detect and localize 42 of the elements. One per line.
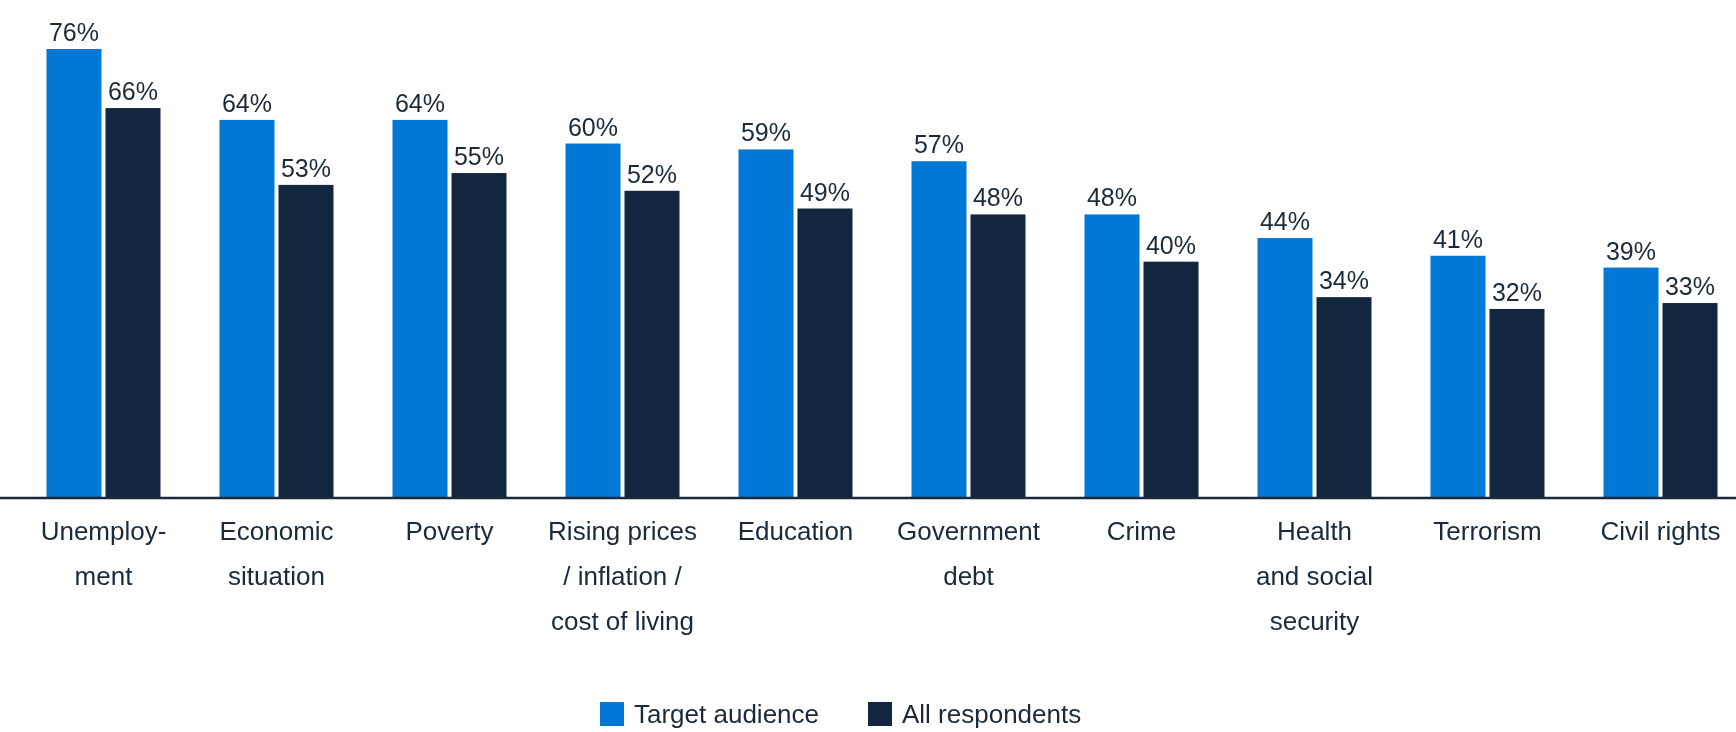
bar [565,143,621,498]
x-tick-label: Unemploy- ment [40,516,167,591]
data-label: 64% [394,88,446,117]
data-label: 48% [972,183,1024,212]
x-tick-label: Health and social security [1255,516,1374,636]
data-label: 59% [740,118,792,147]
data-label: 49% [799,177,851,206]
data-label: 48% [1086,183,1138,212]
data-label: 55% [453,142,505,171]
data-label: 39% [1605,236,1657,265]
legend-label: All respondents [902,699,1082,729]
x-tick-label: Rising prices / inflation / cost of living [548,516,697,636]
x-tick-label: Poverty [405,516,494,546]
data-label: 60% [567,112,619,141]
data-label: 40% [1145,230,1197,259]
bar [1603,267,1659,498]
data-label: 52% [626,159,678,188]
x-tick-label: Government debt [896,516,1041,591]
bar [46,49,102,498]
x-tick-label: Crime [1106,516,1177,546]
data-label: 44% [1259,207,1311,236]
bar [219,119,275,498]
data-label: 34% [1318,266,1370,295]
bar [1257,238,1313,498]
bar [738,149,794,498]
x-tick-label: Economic situation [219,516,334,591]
bar [911,161,967,498]
x-tick-label: Education [737,516,854,546]
bar [392,119,448,498]
legend-label: Target audience [634,699,820,729]
data-label: 66% [107,77,159,106]
x-tick-label: Terrorism [1433,516,1542,546]
data-label: 32% [1491,277,1543,306]
data-label: 33% [1664,272,1716,301]
data-label: 41% [1432,224,1484,253]
data-label: 64% [221,88,273,117]
data-label: 53% [280,153,332,182]
x-tick-label: Civil rights [1600,516,1721,546]
bar [1430,255,1486,498]
data-label: 76% [48,18,100,46]
bar [1084,214,1140,498]
data-label: 57% [913,130,965,159]
